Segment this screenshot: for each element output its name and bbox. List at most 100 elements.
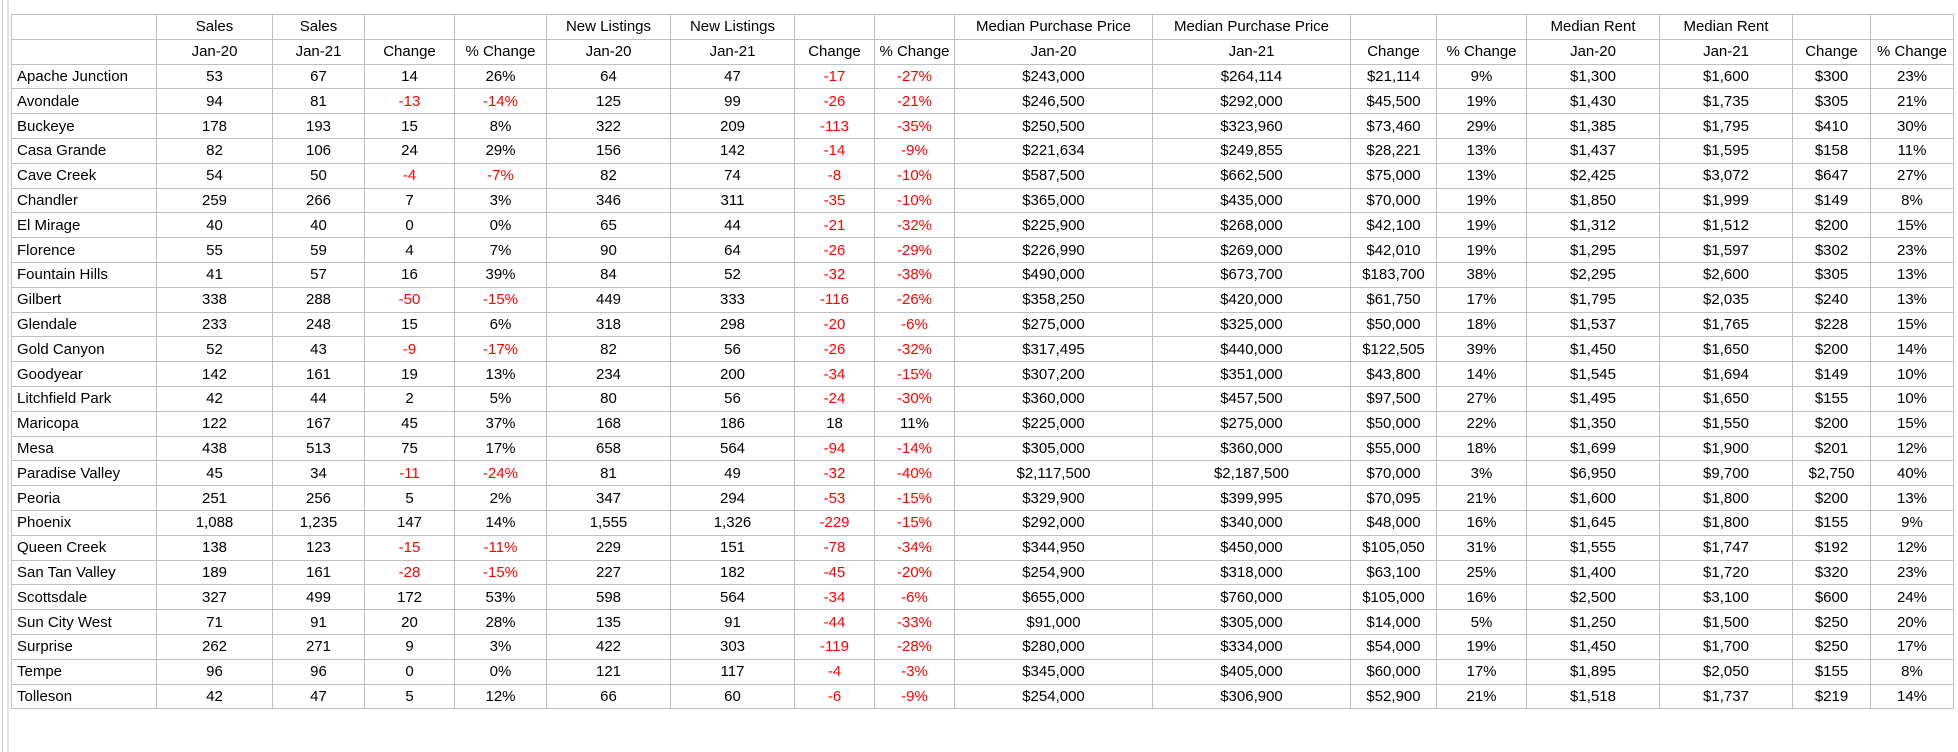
table-cell[interactable]: 1,235 bbox=[272, 509, 365, 536]
column-header-jan-21[interactable]: Jan-21 bbox=[670, 38, 795, 65]
column-group-header-median-rent[interactable]: Median Rent bbox=[1659, 14, 1793, 40]
city-name-cell[interactable]: Litchfield Park bbox=[11, 385, 157, 412]
table-cell[interactable]: 303 bbox=[670, 633, 795, 660]
table-cell[interactable]: -7% bbox=[454, 162, 547, 189]
city-name-cell[interactable]: Surprise bbox=[11, 633, 157, 660]
table-cell[interactable]: 1,088 bbox=[156, 509, 273, 536]
table-cell[interactable]: $2,425 bbox=[1526, 162, 1660, 189]
table-cell[interactable]: 178 bbox=[156, 113, 273, 139]
city-name-cell[interactable]: Glendale bbox=[11, 311, 157, 338]
table-cell[interactable]: $1,720 bbox=[1659, 559, 1793, 586]
table-cell[interactable]: $647 bbox=[1792, 162, 1871, 189]
table-cell[interactable]: $1,350 bbox=[1526, 410, 1660, 437]
table-cell[interactable]: -28 bbox=[364, 559, 455, 586]
table-cell[interactable]: $340,000 bbox=[1152, 509, 1351, 536]
table-cell[interactable]: -4 bbox=[794, 658, 875, 685]
table-cell[interactable]: -11% bbox=[454, 534, 547, 561]
table-cell[interactable]: $200 bbox=[1792, 336, 1871, 363]
table-cell[interactable]: -33% bbox=[874, 609, 955, 635]
table-cell[interactable]: 19% bbox=[1436, 212, 1527, 239]
table-cell[interactable]: 16 bbox=[364, 261, 455, 288]
table-cell[interactable]: -28% bbox=[874, 633, 955, 660]
table-cell[interactable]: -34% bbox=[874, 534, 955, 561]
column-header--change[interactable]: % Change bbox=[874, 38, 955, 65]
city-name-cell[interactable]: Peoria bbox=[11, 485, 157, 511]
table-cell[interactable]: $225,900 bbox=[954, 212, 1153, 239]
table-cell[interactable]: $280,000 bbox=[954, 633, 1153, 660]
table-cell[interactable]: $48,000 bbox=[1350, 509, 1437, 536]
column-header--change[interactable]: % Change bbox=[454, 38, 547, 65]
table-cell[interactable]: $43,800 bbox=[1350, 361, 1437, 387]
table-cell[interactable]: -17 bbox=[794, 63, 875, 90]
table-cell[interactable]: -9% bbox=[874, 683, 955, 710]
table-cell[interactable]: 161 bbox=[272, 559, 365, 586]
table-cell[interactable]: -26% bbox=[874, 286, 955, 313]
table-cell[interactable]: $50,000 bbox=[1350, 410, 1437, 437]
table-cell[interactable]: 19% bbox=[1436, 88, 1527, 115]
city-name-cell[interactable]: Apache Junction bbox=[11, 63, 157, 90]
table-cell[interactable]: -44 bbox=[794, 609, 875, 635]
table-cell[interactable]: $345,000 bbox=[954, 658, 1153, 685]
table-cell[interactable]: 31% bbox=[1436, 534, 1527, 561]
table-cell[interactable]: $155 bbox=[1792, 385, 1871, 412]
table-cell[interactable]: 151 bbox=[670, 534, 795, 561]
table-cell[interactable]: $228 bbox=[1792, 311, 1871, 338]
table-cell[interactable]: -15 bbox=[364, 534, 455, 561]
table-cell[interactable]: 39% bbox=[454, 261, 547, 288]
column-header--change[interactable]: % Change bbox=[1870, 38, 1954, 65]
table-cell[interactable]: $600 bbox=[1792, 584, 1871, 611]
table-cell[interactable]: $587,500 bbox=[954, 162, 1153, 189]
table-cell[interactable]: $1,495 bbox=[1526, 385, 1660, 412]
table-cell[interactable]: -26 bbox=[794, 336, 875, 363]
table-cell[interactable]: 318 bbox=[546, 311, 671, 338]
table-cell[interactable]: 28% bbox=[454, 609, 547, 635]
table-cell[interactable]: $405,000 bbox=[1152, 658, 1351, 685]
table-cell[interactable]: 266 bbox=[272, 187, 365, 214]
table-cell[interactable]: $52,900 bbox=[1350, 683, 1437, 710]
column-group-header-sales[interactable]: Sales bbox=[156, 14, 273, 40]
table-cell[interactable]: 7% bbox=[454, 237, 547, 263]
table-cell[interactable]: 271 bbox=[272, 633, 365, 660]
table-cell[interactable]: $249,855 bbox=[1152, 137, 1351, 164]
table-cell[interactable]: $329,900 bbox=[954, 485, 1153, 511]
city-name-cell[interactable]: Phoenix bbox=[11, 509, 157, 536]
column-group-header-blank[interactable] bbox=[1792, 14, 1871, 40]
table-cell[interactable]: 13% bbox=[1436, 162, 1527, 189]
table-cell[interactable]: $6,950 bbox=[1526, 460, 1660, 487]
table-cell[interactable]: 346 bbox=[546, 187, 671, 214]
table-cell[interactable]: 3% bbox=[454, 187, 547, 214]
table-cell[interactable]: $97,500 bbox=[1350, 385, 1437, 412]
table-cell[interactable]: $70,095 bbox=[1350, 485, 1437, 511]
table-cell[interactable]: 59 bbox=[272, 237, 365, 263]
table-cell[interactable]: 91 bbox=[272, 609, 365, 635]
table-cell[interactable]: 161 bbox=[272, 361, 365, 387]
table-cell[interactable]: 4 bbox=[364, 237, 455, 263]
table-cell[interactable]: 99 bbox=[670, 88, 795, 115]
table-cell[interactable]: $1,800 bbox=[1659, 509, 1793, 536]
column-group-header-blank[interactable] bbox=[11, 14, 157, 40]
table-cell[interactable]: $243,000 bbox=[954, 63, 1153, 90]
table-cell[interactable]: $240 bbox=[1792, 286, 1871, 313]
column-header-jan-21[interactable]: Jan-21 bbox=[1659, 38, 1793, 65]
table-cell[interactable]: 3% bbox=[1436, 460, 1527, 487]
table-cell[interactable]: -9% bbox=[874, 137, 955, 164]
column-header--change[interactable]: % Change bbox=[1436, 38, 1527, 65]
table-cell[interactable]: 12% bbox=[1870, 435, 1954, 462]
table-cell[interactable]: -4 bbox=[364, 162, 455, 189]
table-cell[interactable]: $264,114 bbox=[1152, 63, 1351, 90]
table-cell[interactable]: 21% bbox=[1436, 683, 1527, 710]
table-cell[interactable]: 44 bbox=[670, 212, 795, 239]
table-cell[interactable]: $91,000 bbox=[954, 609, 1153, 635]
table-cell[interactable]: 27% bbox=[1870, 162, 1954, 189]
table-cell[interactable]: -26 bbox=[794, 237, 875, 263]
table-cell[interactable]: 19% bbox=[1436, 187, 1527, 214]
table-cell[interactable]: 138 bbox=[156, 534, 273, 561]
table-cell[interactable]: -94 bbox=[794, 435, 875, 462]
table-cell[interactable]: -26 bbox=[794, 88, 875, 115]
table-cell[interactable]: $320 bbox=[1792, 559, 1871, 586]
table-cell[interactable]: -78 bbox=[794, 534, 875, 561]
table-cell[interactable]: $1,250 bbox=[1526, 609, 1660, 635]
table-cell[interactable]: 71 bbox=[156, 609, 273, 635]
table-cell[interactable]: $183,700 bbox=[1350, 261, 1437, 288]
table-cell[interactable]: 18% bbox=[1436, 311, 1527, 338]
